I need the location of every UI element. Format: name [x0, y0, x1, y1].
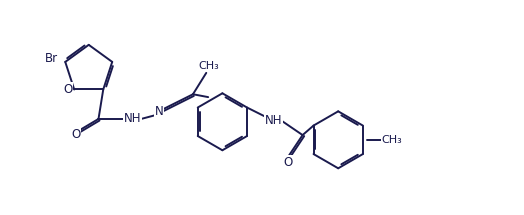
Text: O: O — [72, 128, 81, 141]
Text: O: O — [63, 83, 73, 96]
Text: Br: Br — [45, 52, 58, 64]
Text: CH₃: CH₃ — [381, 135, 402, 145]
Text: CH₃: CH₃ — [198, 61, 219, 71]
Text: NH: NH — [124, 112, 141, 125]
Text: N: N — [155, 105, 163, 118]
Text: NH: NH — [265, 114, 282, 127]
Text: O: O — [283, 156, 293, 169]
